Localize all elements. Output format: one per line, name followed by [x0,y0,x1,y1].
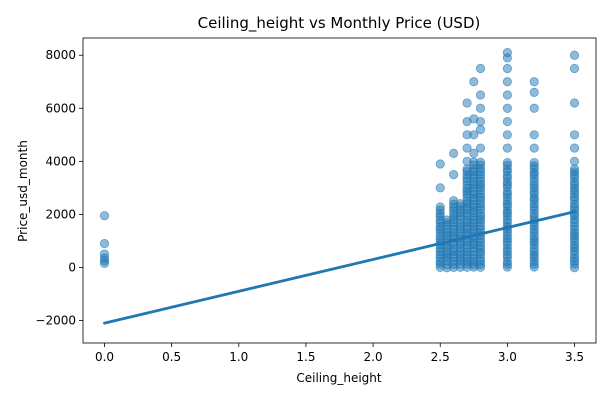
x-tick-label: 3.5 [565,350,584,364]
data-point [462,98,472,108]
data-point [475,103,486,113]
y-tick-label: 6000 [45,101,76,115]
data-point [435,183,445,193]
y-tick-label: −2000 [35,313,76,327]
regression-line [103,210,576,325]
data-point [469,148,479,158]
y-tick-label: 2000 [45,207,76,221]
data-point [502,130,512,140]
data-point [529,77,539,87]
x-axis-label: Ceiling_height [296,371,382,385]
y-tick-label: 4000 [45,154,76,168]
data-point [502,47,512,58]
points-layer [99,47,580,273]
data-point [435,202,445,212]
x-tick-label: 2.5 [431,350,450,364]
y-tick-label: 0 [68,260,76,274]
data-point [475,90,486,100]
x-tick-label: 1.5 [296,350,315,364]
data-point [469,130,479,140]
data-point [502,116,512,127]
plot-frame [82,37,597,344]
data-point [502,77,512,87]
data-point [529,87,539,97]
data-point [529,103,539,113]
x-tick-label: 2.0 [364,350,383,364]
data-point [475,157,486,167]
x-tick-label: 0.5 [162,350,181,364]
data-point [502,103,512,113]
y-axis-label: Price_usd_month [16,140,30,242]
data-point [462,143,472,153]
data-point [99,249,110,259]
x-tick-label: 3.0 [498,350,517,364]
data-point [529,130,539,140]
data-point [502,90,512,100]
data-point [569,130,580,140]
data-point [529,143,539,153]
regression-layer [103,210,576,325]
chart-title: Ceiling_height vs Monthly Price (USD) [198,14,481,33]
data-point [502,157,512,168]
data-point [435,159,445,169]
data-point [569,164,580,174]
data-point [475,63,486,74]
data-point [449,148,459,158]
data-point [99,238,110,249]
data-point [569,143,580,153]
data-point [449,169,459,180]
x-tick-label: 1.0 [229,350,248,364]
data-point [569,98,580,108]
data-point [569,50,580,60]
data-point [469,77,479,87]
data-point [502,143,512,153]
data-point [475,116,486,127]
data-point [569,156,580,166]
x-axis: 0.0 0.5 1.0 1.5 2.0 2.5 3.0 3.5 [95,343,584,364]
data-point [529,157,539,168]
y-axis: −2000 0 2000 4000 6000 8000 [35,48,83,327]
data-point [475,143,486,153]
x-tick-label: 0.0 [95,350,114,364]
data-point [569,63,580,74]
data-point [99,211,110,221]
data-point [475,124,486,135]
y-tick-label: 8000 [45,48,76,62]
data-point [502,63,512,74]
